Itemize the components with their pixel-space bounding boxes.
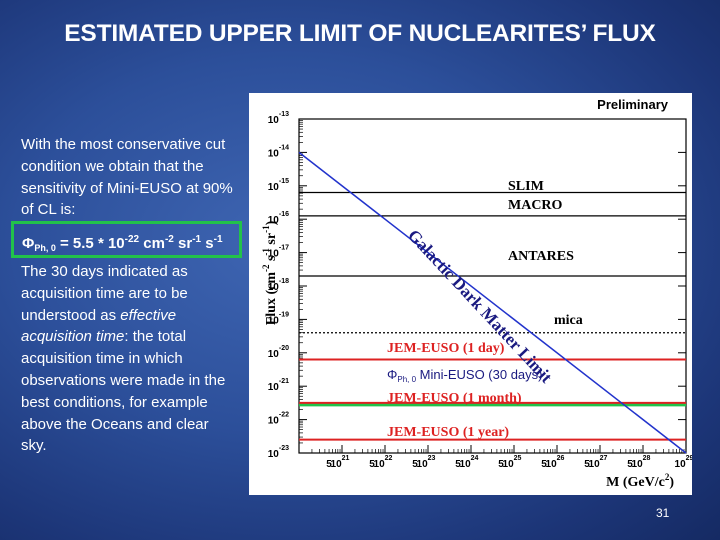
x-minor-label: 5	[326, 459, 332, 470]
x-axis-label: M (GeV/c2)	[606, 472, 674, 490]
y-tick-label: 10-13	[268, 111, 289, 126]
mini-phi: Φ	[387, 367, 397, 382]
x-tick-label: 1026	[546, 455, 565, 470]
xlabel-exp: 2	[665, 472, 670, 482]
ylabel-exp2: -1	[261, 248, 271, 256]
x-tick-label: 1029	[675, 455, 692, 470]
formula-subscript: Ph, 0	[34, 243, 56, 253]
y-tick-label: 10-19	[268, 311, 289, 326]
flux-chart-svg: Preliminary 10-1310-1410-1510-1610-1710-…	[261, 97, 694, 490]
series-group	[298, 151, 687, 454]
y-tick-label: 10-21	[268, 378, 289, 393]
x-minor-label: 5	[627, 459, 633, 470]
acq-part1: The 30 days indicated as acquisition tim…	[21, 263, 188, 324]
mini-sub: Ph, 0	[397, 375, 416, 384]
flux-limit-chart: Preliminary 10-13 10-14 10-15 10-16 10-17 10-…	[249, 93, 694, 495]
x-minor-label: 5	[498, 459, 504, 470]
ylabel-end: )	[264, 220, 279, 225]
page-number: 31	[656, 506, 670, 520]
formula-unit2: sr	[173, 235, 193, 252]
y-axis-label: Flux (cm-2 s-1 sr-1)	[261, 220, 279, 325]
label-antares: ANTARES	[508, 249, 574, 264]
label-jem-day: JEM-EUSO (1 day)	[387, 341, 505, 356]
ylabel-mid1: s	[264, 255, 279, 265]
x-tick-label: 1024	[460, 455, 479, 470]
acquisition-paragraph: The 30 days indicated as acquisition tim…	[21, 261, 233, 457]
chart-title: Preliminary	[597, 97, 669, 112]
y-tick-label: 10-23	[268, 445, 289, 460]
intro-paragraph: With the most conservative cut condition…	[21, 136, 233, 219]
label-mica: mica	[554, 313, 583, 328]
y-tick-label: 10-15	[268, 178, 289, 193]
formula-exp1: -22	[124, 234, 140, 245]
y-tick-label: 10-17	[268, 245, 289, 260]
label-slim: SLIM	[508, 179, 544, 194]
sensitivity-formula: ΦPh, 0 = 5.5 * 10-22 cm-2 sr-1 s-1	[11, 221, 242, 258]
xlabel-main: M (GeV/c	[606, 475, 665, 490]
y-tick-label: 10-18	[268, 278, 289, 293]
tick-group: 10-13 10-14 10-15 10-16 10-17 10-18 10-19 10-20…	[268, 111, 694, 470]
galactic-dark-matter-line	[298, 151, 687, 454]
x-minor-label: 5	[584, 459, 590, 470]
label-jem-year: JEM-EUSO (1 year)	[387, 425, 509, 440]
x-tick-label: 1027	[589, 455, 608, 470]
y-tick-label: 10-22	[268, 412, 289, 427]
ylabel-mid2: sr	[264, 233, 279, 248]
x-tick-label: 1023	[417, 455, 436, 470]
x-tick-label: 1022	[374, 455, 393, 470]
x-tick-label: 1021	[331, 455, 350, 470]
label-jem-month: JEM-EUSO (1 month)	[387, 391, 522, 406]
ylabel-exp1: -2	[261, 264, 271, 272]
label-mini-euso: ΦPh, 0 Mini-EUSO (30 days)	[387, 367, 542, 384]
y-tick-label: 10-16	[268, 211, 289, 226]
formula-value: = 5.5 * 10	[55, 235, 125, 252]
formula-exp3: -1	[192, 234, 202, 245]
acq-part2: : the total acquisition time in which ob…	[21, 328, 226, 455]
formula-unit3: s	[201, 235, 214, 252]
ylabel-exp3: -1	[261, 225, 271, 233]
y-tick-label: 10-20	[268, 345, 289, 360]
x-minor-label: 5	[541, 459, 547, 470]
slide-title: ESTIMATED UPPER LIMIT OF NUCLEARITES’ FL…	[64, 20, 656, 47]
mini-text: Mini-EUSO (30 days)	[416, 367, 542, 382]
label-macro: MACRO	[508, 198, 563, 213]
formula-exp2: -2	[164, 234, 174, 245]
ylabel-main: Flux (cm	[264, 272, 279, 326]
x-minor-label: 5	[412, 459, 418, 470]
xlabel-end: )	[669, 475, 674, 490]
acq-emphasis: effective acquisition time	[21, 306, 177, 346]
x-minor-label: 5	[369, 459, 375, 470]
formula-unit1: cm	[139, 235, 165, 252]
formula-exp4: -1	[213, 234, 223, 245]
x-minor-label: 5	[455, 459, 461, 470]
x-tick-label: 1025	[503, 455, 522, 470]
x-tick-label: 1028	[632, 455, 651, 470]
y-tick-label: 10-14	[268, 144, 289, 159]
formula-phi: Φ	[22, 235, 35, 252]
